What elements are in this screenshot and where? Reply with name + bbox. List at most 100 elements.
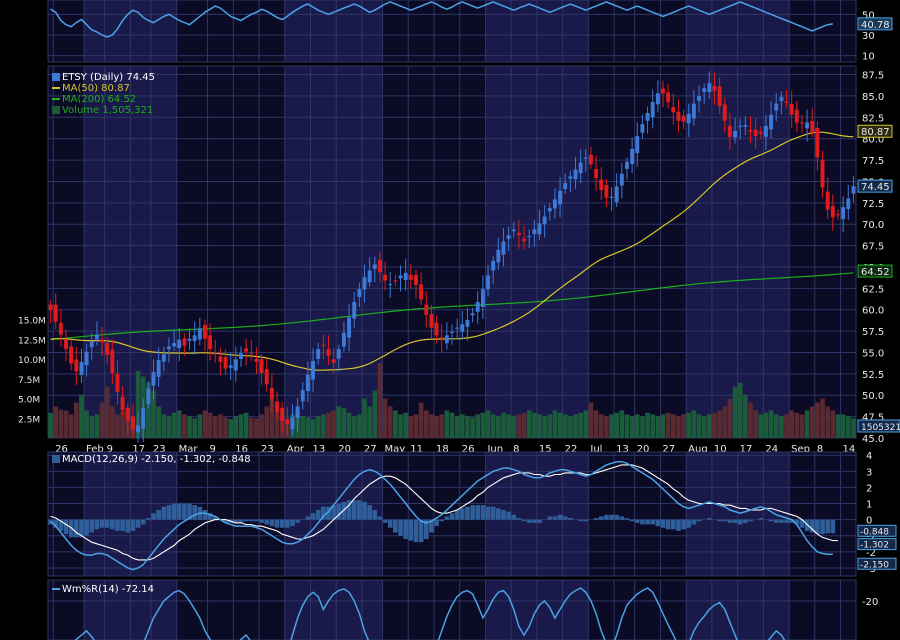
- macd-histogram-bar: [110, 519, 115, 530]
- candle-body: [192, 335, 197, 342]
- volume-bar: [820, 398, 825, 438]
- volume-last-label: 1505321: [861, 423, 900, 433]
- volume-bar: [521, 412, 527, 438]
- last-price-label: 74.45: [861, 182, 890, 193]
- volume-bar: [537, 414, 542, 438]
- candle-body: [228, 365, 233, 368]
- candle-body: [594, 168, 599, 179]
- macd-y-tick-label: -1: [866, 532, 876, 543]
- ma200-last-value-box: [857, 264, 893, 278]
- volume-bar: [207, 412, 213, 438]
- volume-bar: [362, 398, 367, 438]
- candle-body: [563, 183, 568, 190]
- price-y-tick-label: 72.5: [862, 199, 884, 210]
- macd-histogram-bar: [367, 505, 372, 520]
- x-tick-label: Jun: [486, 444, 503, 455]
- candle-body: [388, 284, 393, 286]
- volume-bar: [748, 402, 753, 438]
- macd-histogram-bar: [557, 514, 563, 520]
- macd-histogram-bar: [634, 519, 640, 523]
- candle-body: [805, 122, 810, 129]
- macd-histogram-bar: [707, 518, 712, 520]
- macd-histogram-bar: [73, 519, 79, 538]
- volume-bar: [835, 414, 841, 438]
- macd-y-tick-label: -2: [866, 548, 876, 559]
- candle-body: [460, 324, 465, 332]
- price-month-stripe: [284, 66, 383, 438]
- volume-bar: [336, 406, 342, 438]
- candle-body: [707, 83, 712, 93]
- williams-line: [74, 587, 786, 640]
- candle-body: [141, 408, 146, 429]
- macd-histogram-bar: [125, 519, 131, 533]
- candle-body: [393, 280, 398, 282]
- macd-histogram-bar: [532, 519, 537, 523]
- macd-histogram-bar: [146, 518, 151, 520]
- x-tick-label: 10: [714, 444, 727, 455]
- legend-ma200-text: MA(200) 64.52: [62, 94, 137, 105]
- macd-histogram-bar: [604, 514, 609, 520]
- candle-body: [779, 96, 784, 102]
- will-frame: [47, 579, 857, 640]
- volume-bar: [722, 406, 728, 438]
- macd-histogram-bar: [496, 508, 501, 520]
- volume-bar: [629, 415, 635, 438]
- macd-histogram-bar: [279, 519, 285, 528]
- macd-histogram-bar: [115, 519, 120, 531]
- macd-histogram-bar: [470, 505, 475, 520]
- volume-bar: [449, 412, 455, 438]
- volume-bar: [248, 417, 254, 438]
- price-y-tick-label: 52.5: [862, 370, 884, 381]
- macd-histogram-bar: [53, 519, 59, 528]
- macd-histogram-bar: [387, 519, 393, 528]
- candle-body: [187, 338, 192, 341]
- volume-bar: [583, 410, 589, 438]
- macd-histogram-bar: [773, 519, 779, 523]
- volume-bar: [300, 415, 306, 438]
- volume-bar: [696, 414, 702, 438]
- macd-histogram-bar: [233, 519, 239, 523]
- candle-body: [583, 157, 588, 159]
- volume-bar: [573, 414, 578, 438]
- volume-bar: [418, 402, 424, 438]
- candle-body: [439, 337, 444, 339]
- x-tick-label: Aug: [688, 444, 708, 455]
- volume-y-tick-label: 2.5M: [18, 415, 40, 425]
- macd-histogram-bar: [418, 519, 424, 543]
- volume-bar: [264, 406, 270, 438]
- macd-histogram-bar: [408, 519, 414, 541]
- price-y-tick-label: 87.5: [862, 71, 884, 82]
- price-y-tick-label: 80.0: [862, 135, 884, 146]
- candle-body: [609, 196, 614, 198]
- volume-bar: [598, 414, 604, 438]
- macd-value-box: [857, 538, 897, 551]
- candle-body: [661, 88, 665, 94]
- macd-histogram-bar: [274, 519, 280, 528]
- volume-bar: [398, 414, 403, 438]
- price-y-tick-label: 67.5: [862, 242, 884, 253]
- volume-bar: [532, 412, 537, 438]
- macd-histogram-bar: [336, 503, 342, 520]
- volume-bar: [274, 412, 280, 438]
- candle-body: [79, 361, 84, 375]
- x-tick-label: 27: [364, 444, 377, 455]
- macd-histogram-bar: [820, 519, 825, 535]
- macd-histogram-bar: [547, 516, 553, 520]
- candle-body: [125, 407, 130, 421]
- volume-bar: [454, 415, 460, 438]
- candle-body: [625, 161, 629, 169]
- volume-bar: [341, 408, 347, 438]
- candle-body: [763, 125, 768, 137]
- macd-histogram-bar: [156, 509, 161, 520]
- macd-histogram-bar: [403, 519, 408, 539]
- macd-histogram-bar: [815, 519, 820, 535]
- macd-histogram-bar: [166, 505, 172, 520]
- volume-bar: [305, 417, 311, 438]
- candle-body: [48, 304, 53, 310]
- macd-histogram-bar: [794, 519, 800, 525]
- macd-histogram-bar: [614, 514, 620, 520]
- volume-bar: [104, 386, 110, 438]
- volume-bar: [496, 415, 501, 438]
- macd-histogram-bar: [779, 519, 784, 523]
